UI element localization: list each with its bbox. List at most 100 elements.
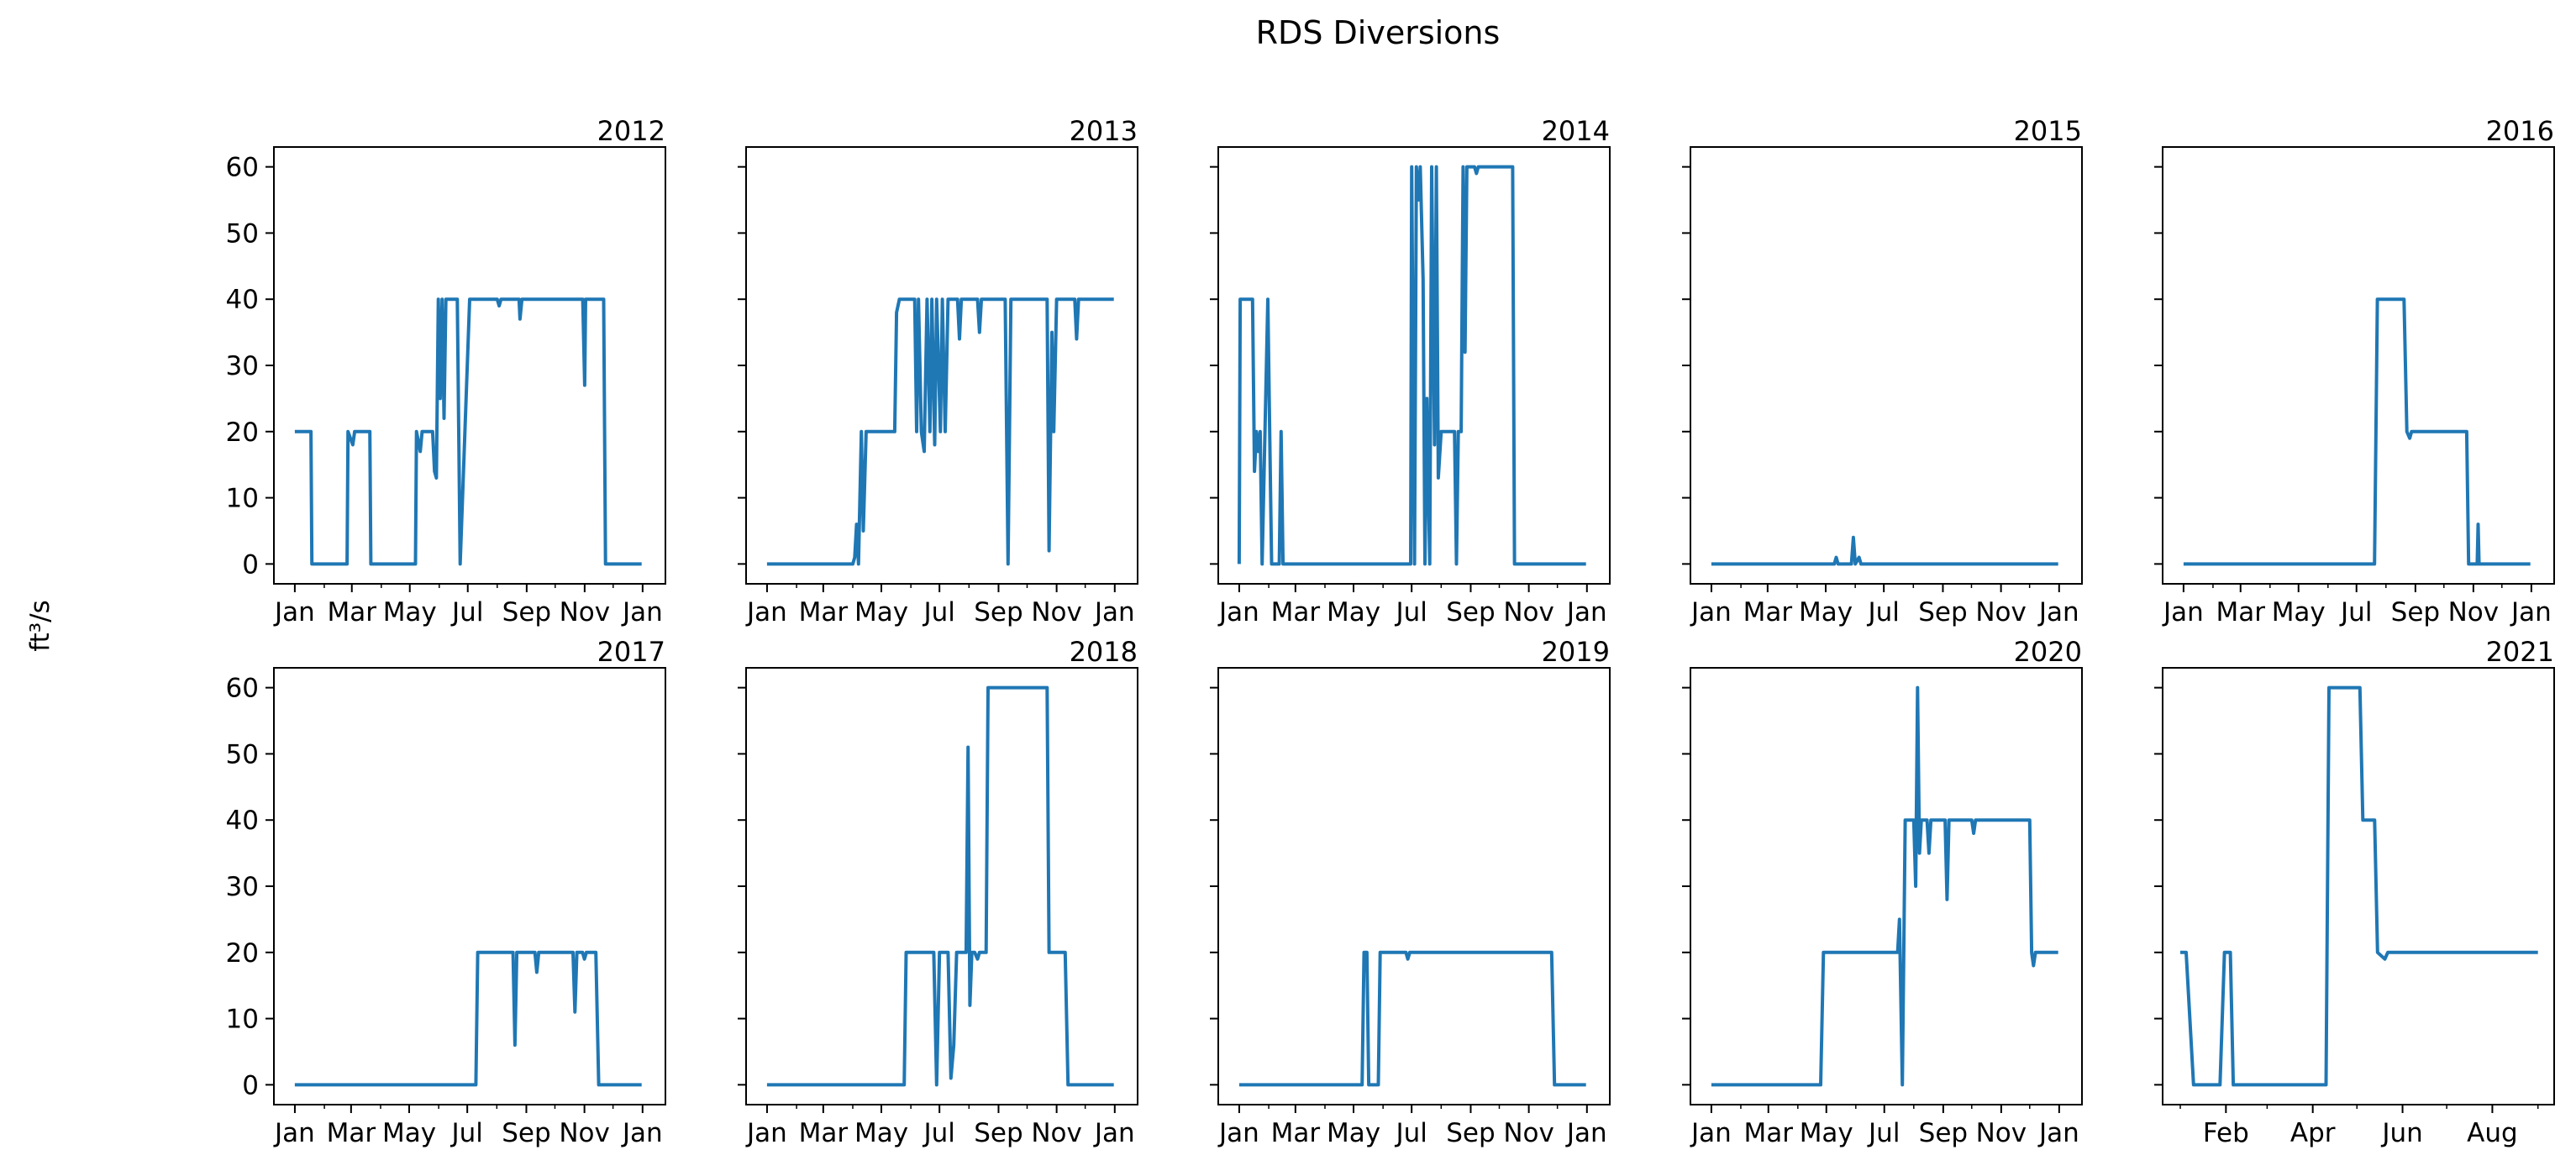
x-tick-label: Sep (502, 1118, 550, 1148)
plot-frame (1217, 667, 1611, 1105)
y-axis-label: ft³/s (25, 600, 55, 652)
x-tick-label: Jan (273, 1118, 315, 1148)
x-tick-label: Jul (1394, 1118, 1427, 1148)
series-line-2017 (294, 950, 642, 1087)
series-line-2016 (2183, 297, 2531, 566)
y-tick-label: 50 (226, 218, 259, 249)
x-tick-label: Sep (502, 597, 551, 628)
x-tick-label: Mar (327, 597, 376, 628)
x-tick-label: Jan (1093, 597, 1135, 628)
chart-title: RDS Diversions (1256, 14, 1501, 51)
x-tick-label: Nov (1503, 1118, 1554, 1148)
x-tick-label: Mar (1743, 597, 1793, 628)
x-tick-label: Mar (1271, 1118, 1321, 1148)
series-line-2012 (294, 297, 642, 566)
x-tick-label: Nov (560, 597, 611, 628)
x-tick-label: May (854, 597, 908, 628)
x-tick-label: Jan (1217, 597, 1259, 628)
subplot-2018: 2018 Jan Mar May Jul Sep Nov Jan (738, 636, 1138, 1148)
x-tick-label: May (1799, 597, 1853, 628)
series-line-2014 (1237, 165, 1586, 566)
x-tick-label: Nov (1503, 597, 1554, 628)
subplot-title: 2019 (1542, 636, 1610, 668)
x-tick-label: Sep (1919, 1118, 1968, 1148)
x-tick-label: Jan (1690, 597, 1732, 628)
subplot-title: 2018 (1070, 636, 1138, 668)
y-tick-label: 10 (226, 1005, 259, 1035)
plot-frame (1690, 146, 2083, 585)
x-tick-label: Jul (449, 1118, 482, 1148)
plot-frame (1690, 667, 2083, 1105)
x-tick-label: May (854, 1118, 908, 1148)
x-tick-label: Jan (621, 1118, 663, 1148)
y-tick-label: 60 (226, 153, 259, 183)
series-line-2020 (1711, 685, 2058, 1087)
y-tick-label: 20 (226, 417, 259, 448)
subplot-title: 2013 (1070, 115, 1138, 147)
x-tick-label: Sep (1918, 597, 1967, 628)
x-tick-label: Jan (273, 597, 315, 628)
y-tick-label: 40 (226, 285, 259, 315)
plot-frame (2162, 146, 2555, 585)
y-tick-label: 60 (226, 674, 259, 704)
series-line-2013 (766, 297, 1114, 566)
y-tick-label: 10 (226, 484, 259, 514)
x-tick-label: Jan (1093, 1118, 1135, 1148)
y-tick-label: 30 (226, 872, 259, 902)
x-tick-label: Jan (2037, 597, 2079, 628)
x-tick-label: Jul (1866, 597, 1899, 628)
x-tick-label: Mar (2216, 597, 2265, 628)
x-tick-label: Jan (2510, 597, 2552, 628)
x-tick-label: Mar (327, 1118, 376, 1148)
x-tick-label: Apr (2290, 1118, 2336, 1148)
x-tick-label: Feb (2203, 1118, 2249, 1148)
x-tick-label: Jun (2380, 1118, 2422, 1148)
x-tick-label: May (1327, 597, 1380, 628)
x-tick-label: May (2272, 597, 2326, 628)
subplot-2017: 2017 0 10 20 30 40 50 60 Jan Mar May Jul Sep Nov Jan (226, 636, 666, 1148)
x-tick-label: May (1327, 1118, 1380, 1148)
x-tick-label: Aug (2467, 1118, 2518, 1148)
x-tick-label: Nov (1976, 1118, 2027, 1148)
subplot-2019: 2019 Jan Mar May Jul Sep Nov Jan (1210, 636, 1611, 1148)
plot-frame (273, 667, 666, 1105)
x-tick-label: Mar (799, 1118, 849, 1148)
series-line-2021 (2180, 685, 2538, 1087)
series-line-2019 (1238, 950, 1586, 1087)
subplot-2012: 2012 0 10 20 30 40 50 60 Jan Mar May Jul Sep Nov Jan (226, 115, 666, 628)
x-tick-label: May (383, 597, 437, 628)
subplot-2015: 2015 Jan Mar May Jul Sep Nov Jan (1682, 115, 2083, 628)
x-tick-label: Jan (2162, 597, 2204, 628)
subplot-title: 2012 (597, 115, 665, 147)
x-tick-label: Sep (2391, 597, 2440, 628)
x-tick-label: Sep (974, 1118, 1023, 1148)
x-tick-label: Nov (559, 1118, 610, 1148)
x-tick-label: Jan (1565, 1118, 1607, 1148)
x-tick-label: Sep (1446, 597, 1495, 628)
y-tick-label: 40 (226, 806, 259, 836)
subplot-title: 2021 (2486, 636, 2554, 668)
subplot-2016: 2016 Jan Mar May Jul Sep Nov Jan (2154, 115, 2555, 628)
x-tick-label: Nov (1975, 597, 2027, 628)
x-tick-label: Jul (450, 597, 483, 628)
subplot-title: 2014 (1542, 115, 1610, 147)
subplot-title: 2017 (597, 636, 665, 668)
x-tick-label: Mar (799, 597, 849, 628)
subplot-2021: 2021 Feb Apr Jun Aug (2154, 636, 2555, 1148)
x-tick-label: Jan (745, 597, 787, 628)
x-tick-label: Jul (1394, 597, 1427, 628)
subplot-2014: 2014 Jan Mar May Jul Sep Nov Jan (1210, 115, 1611, 628)
series-line-2018 (766, 685, 1114, 1087)
x-tick-label: Jul (922, 1118, 954, 1148)
y-tick-label: 30 (226, 351, 259, 381)
x-tick-label: Sep (974, 597, 1023, 628)
y-tick-label: 50 (226, 739, 259, 769)
x-tick-label: Jan (2037, 1118, 2079, 1148)
plot-frame (745, 667, 1138, 1105)
series-line-2015 (1711, 535, 2058, 566)
y-tick-label: 20 (226, 938, 259, 969)
x-tick-label: Nov (1031, 597, 1082, 628)
subplot-title: 2020 (2014, 636, 2082, 668)
